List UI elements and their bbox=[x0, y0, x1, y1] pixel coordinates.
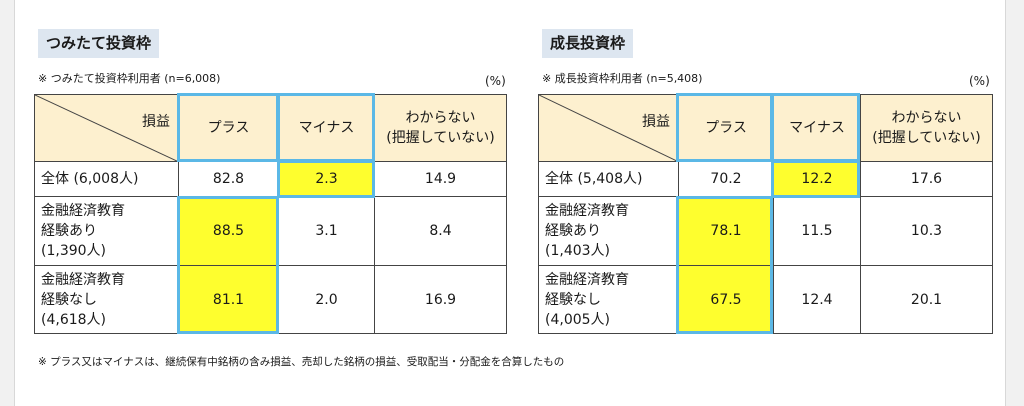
table-row: 全体 (6,008人) 82.8 2.3 14.9 bbox=[34, 161, 507, 197]
table-row: 全体 (5,408人) 70.2 12.2 17.6 bbox=[538, 161, 993, 197]
header-plus: プラス bbox=[178, 94, 279, 162]
corner-cell: 損益 bbox=[34, 94, 179, 162]
row-label: 金融経済教育 経験あり (1,403人) bbox=[538, 196, 679, 266]
table-row: 金融経済教育 経験なし (4,618人) 81.1 2.0 16.9 bbox=[34, 265, 507, 334]
diagonal-line bbox=[35, 95, 179, 162]
value-cell: 81.1 bbox=[178, 265, 279, 334]
table-row: 金融経済教育 経験なし (4,005人) 67.5 12.4 20.1 bbox=[538, 265, 993, 334]
table-header-row: 損益 プラス マイナス わからない (把握していない) bbox=[538, 94, 993, 162]
value-cell: 2.3 bbox=[278, 161, 375, 197]
value-cell: 10.3 bbox=[860, 196, 993, 266]
table-row: 金融経済教育 経験あり (1,403人) 78.1 11.5 10.3 bbox=[538, 196, 993, 266]
corner-label: 損益 bbox=[142, 114, 170, 130]
value-cell: 17.6 bbox=[860, 161, 993, 197]
row-label: 金融経済教育 経験なし (4,005人) bbox=[538, 265, 679, 334]
header-unknown: わからない (把握していない) bbox=[374, 94, 507, 162]
diagonal-line bbox=[539, 95, 679, 162]
value-cell: 82.8 bbox=[178, 161, 279, 197]
value-cell: 88.5 bbox=[178, 196, 279, 266]
value-cell: 20.1 bbox=[860, 265, 993, 334]
corner-cell: 損益 bbox=[538, 94, 679, 162]
row-label: 金融経済教育 経験あり (1,390人) bbox=[34, 196, 179, 266]
header-unknown: わからない (把握していない) bbox=[860, 94, 993, 162]
value-cell: 11.5 bbox=[773, 196, 861, 266]
corner-label: 損益 bbox=[642, 114, 670, 130]
left-panel-note: ※ つみたて投資枠利用者 (n=6,008) bbox=[38, 72, 221, 85]
value-cell: 8.4 bbox=[374, 196, 507, 266]
value-cell: 12.2 bbox=[773, 161, 861, 197]
right-panel-title: 成長投資枠 bbox=[542, 29, 634, 58]
table-row: 金融経済教育 経験あり (1,390人) 88.5 3.1 8.4 bbox=[34, 196, 507, 266]
header-minus: マイナス bbox=[278, 94, 375, 162]
value-cell: 78.1 bbox=[678, 196, 774, 266]
row-label: 全体 (6,008人) bbox=[34, 161, 179, 197]
right-table: 損益 プラス マイナス わからない (把握していない) 全体 (5,408人) … bbox=[538, 94, 993, 334]
header-minus: マイナス bbox=[773, 94, 861, 162]
value-cell: 16.9 bbox=[374, 265, 507, 334]
left-panel-unit: (%) bbox=[485, 74, 506, 88]
left-table: 損益 プラス マイナス わからない (把握していない) 全体 (6,008人) … bbox=[34, 94, 507, 334]
header-plus: プラス bbox=[678, 94, 774, 162]
right-panel-unit: (%) bbox=[969, 74, 990, 88]
value-cell: 3.1 bbox=[278, 196, 375, 266]
row-label: 全体 (5,408人) bbox=[538, 161, 679, 197]
value-cell: 12.4 bbox=[773, 265, 861, 334]
left-panel-title: つみたて投資枠 bbox=[38, 29, 160, 58]
value-cell: 14.9 bbox=[374, 161, 507, 197]
value-cell: 67.5 bbox=[678, 265, 774, 334]
value-cell: 70.2 bbox=[678, 161, 774, 197]
table-header-row: 損益 プラス マイナス わからない (把握していない) bbox=[34, 94, 507, 162]
row-label: 金融経済教育 経験なし (4,618人) bbox=[34, 265, 179, 334]
right-panel-note: ※ 成長投資枠利用者 (n=5,408) bbox=[542, 72, 703, 85]
footnote: ※ プラス又はマイナスは、継続保有中銘柄の含み損益、売却した銘柄の損益、受取配当… bbox=[38, 356, 565, 368]
value-cell: 2.0 bbox=[278, 265, 375, 334]
